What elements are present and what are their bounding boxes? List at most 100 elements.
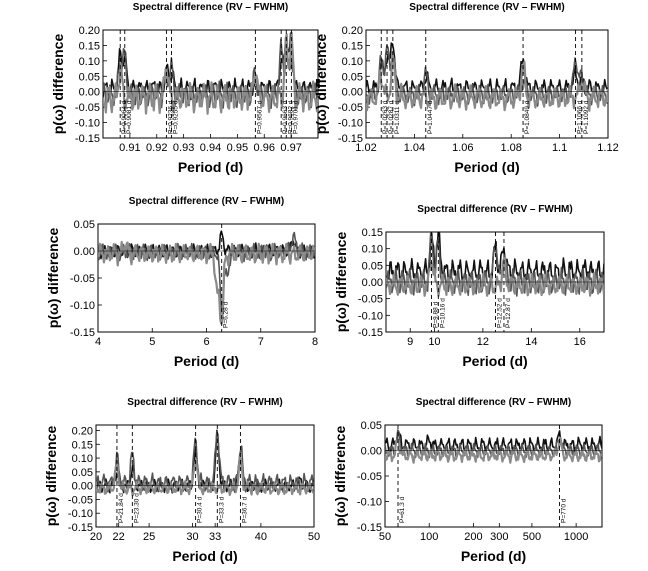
- chart-panel-1: Spectral difference (RV – FWHM) -0.15 -0.1…: [50, 2, 319, 175]
- x-tick-label: 1.02: [355, 142, 376, 154]
- y-tick-label: 0.05: [342, 71, 363, 83]
- peak-label: P=12.87 d: [505, 298, 512, 328]
- x-tick-label: 1.06: [452, 142, 473, 154]
- chart-panel-2: Spectral difference (RV – FWHM) -0.15 -0.1…: [313, 2, 619, 175]
- peak-label: P=12.52 d: [496, 298, 503, 328]
- x-tick-label: 50: [308, 531, 320, 543]
- peak-label: P=1.0263 d: [382, 100, 389, 134]
- x-axis-label: Period (d): [172, 548, 237, 564]
- panel-title: Spectral difference (RV – FWHM): [417, 204, 572, 215]
- series-gray: [366, 51, 608, 112]
- y-tick-label: 0.00: [74, 246, 95, 258]
- x-tick-label: 5: [149, 336, 155, 348]
- x-tick-label: 12: [477, 336, 489, 348]
- y-tick-label: 0.05: [361, 420, 382, 432]
- peak-label: P=33.3 d: [218, 496, 225, 523]
- x-tick-label: 500: [523, 531, 541, 543]
- x-tick-label: 0.96: [254, 142, 275, 154]
- chart-panel-4: Spectral difference (RV – FWHM) -0.15 -0.1…: [333, 204, 605, 369]
- y-tick-label: -0.15: [70, 327, 95, 339]
- y-tick-label: -0.05: [358, 294, 383, 306]
- series-gray: [103, 31, 318, 115]
- peak-label: P=1.1092 d: [583, 100, 590, 134]
- y-tick-label: -0.05: [75, 102, 100, 114]
- y-tick-label: -0.15: [357, 522, 382, 534]
- y-tick-label: 0.10: [362, 244, 383, 256]
- x-tick-label: 8: [312, 336, 318, 348]
- panel-title: Spectral difference (RV – FWHM): [127, 397, 282, 408]
- peak-label: P=10.16 d: [439, 298, 446, 328]
- series-group: [386, 232, 604, 297]
- peak-label: P=0.9567 d: [256, 100, 263, 134]
- y-tick-label: 0.05: [74, 219, 95, 231]
- x-axis-label: Period (d): [174, 353, 239, 369]
- y-tick-label: -0.10: [70, 300, 95, 312]
- y-tick-label: 0.00: [362, 277, 383, 289]
- panel-title: Spectral difference (RV – FWHM): [409, 2, 564, 13]
- y-tick-label: 0.00: [361, 446, 382, 458]
- y-tick-label: -0.05: [357, 471, 382, 483]
- peak-label: P=61.3 d: [399, 496, 406, 523]
- y-tick-label: 0.20: [72, 426, 93, 438]
- x-tick-label: 1.1: [552, 142, 567, 154]
- plot-frame: [95, 424, 315, 528]
- y-axis-label: p(ω) difference: [43, 426, 59, 527]
- x-tick-label: 7: [258, 336, 264, 348]
- peak-label: P=1.0287 d: [388, 100, 395, 134]
- series-group: [366, 42, 608, 112]
- series-dark-gray: [96, 430, 314, 493]
- y-tick-label: -0.05: [338, 102, 363, 114]
- plot-frame: [384, 424, 603, 528]
- series-dark-gray: [103, 38, 318, 109]
- series-gray: [98, 240, 315, 325]
- y-tick-label: 0.00: [79, 87, 100, 99]
- x-tick-label: 50: [379, 531, 391, 543]
- panel-title: Spectral difference (RV – FWHM): [416, 397, 571, 408]
- series-gray: [96, 456, 314, 497]
- x-tick-label: 40: [255, 531, 267, 543]
- x-tick-label: 20: [90, 531, 102, 543]
- y-tick-label: -0.05: [70, 273, 95, 285]
- y-tick-label: 0.05: [362, 260, 383, 272]
- chart-panel-6: Spectral difference (RV – FWHM) -0.15 -0.1…: [332, 397, 603, 564]
- peak-label: P=0.9081 d: [126, 100, 133, 134]
- y-tick-label: 0.00: [342, 87, 363, 99]
- x-tick-label: 0.92: [146, 142, 167, 154]
- y-tick-label: -0.10: [358, 310, 383, 322]
- y-tick-label: 0.10: [79, 56, 100, 68]
- y-tick-label: -0.15: [75, 133, 100, 145]
- x-tick-label: 14: [525, 336, 537, 348]
- peak-label: P=30.4 d: [197, 496, 204, 523]
- y-tick-label: 0.15: [362, 227, 383, 239]
- y-tick-label: -0.15: [358, 327, 383, 339]
- series-gray: [385, 436, 602, 464]
- x-tick-label: 9: [407, 336, 413, 348]
- y-tick-label: 0.15: [342, 40, 363, 52]
- x-tick-label: 0.95: [227, 142, 248, 154]
- y-tick-label: -0.10: [357, 497, 382, 509]
- y-tick-label: -0.15: [68, 522, 93, 534]
- x-tick-label: 300: [490, 531, 508, 543]
- x-tick-label: 1.04: [404, 142, 425, 154]
- y-tick-label: -0.10: [338, 118, 363, 130]
- series-group: [98, 230, 315, 325]
- y-axis-label: p(ω) difference: [313, 34, 329, 135]
- x-tick-label: 1.12: [597, 142, 618, 154]
- x-tick-label: 33: [209, 531, 221, 543]
- x-tick-label: 0.93: [173, 142, 194, 154]
- x-tick-label: 0.94: [200, 142, 221, 154]
- peak-label: P=1.1066 d: [577, 100, 584, 134]
- peak-label: P=6.28 d: [223, 301, 230, 328]
- series-group: [103, 31, 318, 115]
- y-axis-label: p(ω) difference: [332, 426, 348, 527]
- panel-title: Spectral difference (RV – FWHM): [129, 196, 284, 207]
- x-axis-label: Period (d): [462, 353, 527, 369]
- y-tick-label: 0.20: [79, 25, 100, 37]
- peak-label: P=0.9701 d: [292, 100, 299, 134]
- peak-label: P=9.88 d: [433, 301, 440, 328]
- peak-label: P=1.0447 d: [427, 100, 434, 134]
- peak-label: P=36.7 d: [241, 496, 248, 523]
- peak-label: P=0.9255 d: [173, 100, 180, 134]
- x-tick-label: 1.08: [500, 142, 521, 154]
